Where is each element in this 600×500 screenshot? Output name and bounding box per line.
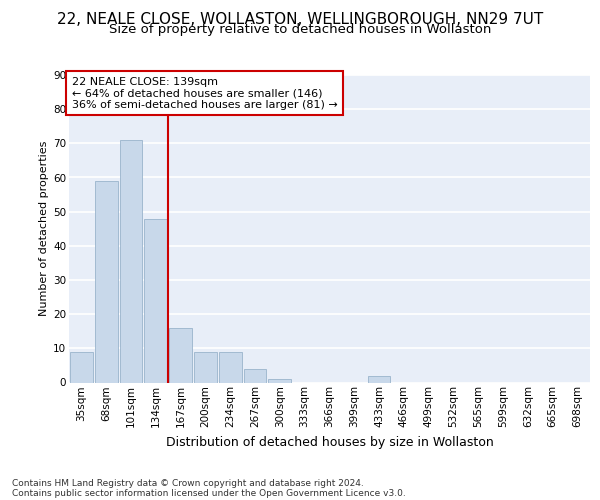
Y-axis label: Number of detached properties: Number of detached properties (39, 141, 49, 316)
Bar (95, 181, 118, 382)
Bar (194, 352, 217, 382)
Bar (119, 140, 142, 382)
Text: 22, NEALE CLOSE, WOLLASTON, WELLINGBOROUGH, NN29 7UT: 22, NEALE CLOSE, WOLLASTON, WELLINGBOROU… (57, 12, 543, 28)
Bar (169, 328, 192, 382)
Bar (219, 352, 242, 382)
Text: Contains public sector information licensed under the Open Government Licence v3: Contains public sector information licen… (12, 488, 406, 498)
Text: Size of property relative to detached houses in Wollaston: Size of property relative to detached ho… (109, 22, 491, 36)
Bar (70, 352, 93, 382)
Bar (145, 218, 167, 382)
Bar (244, 369, 266, 382)
Text: 22 NEALE CLOSE: 139sqm
← 64% of detached houses are smaller (146)
36% of semi-de: 22 NEALE CLOSE: 139sqm ← 64% of detached… (71, 76, 337, 110)
Bar (268, 379, 291, 382)
X-axis label: Distribution of detached houses by size in Wollaston: Distribution of detached houses by size … (166, 436, 493, 448)
Text: Contains HM Land Registry data © Crown copyright and database right 2024.: Contains HM Land Registry data © Crown c… (12, 478, 364, 488)
Bar (368, 376, 391, 382)
